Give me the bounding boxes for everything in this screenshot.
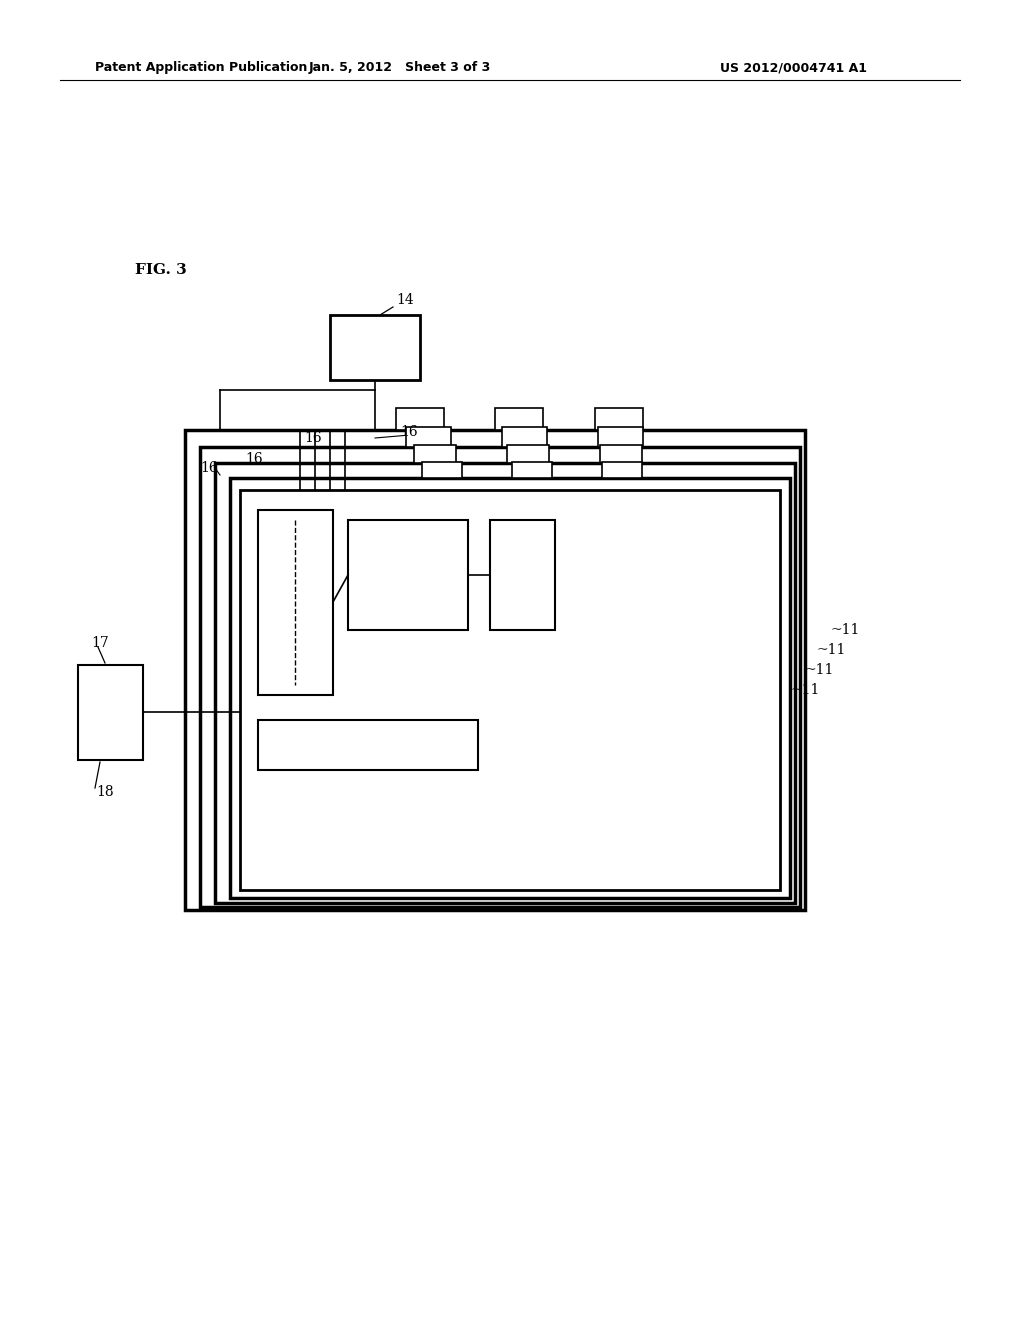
Text: ~11: ~11 xyxy=(817,643,847,657)
Bar xyxy=(185,430,805,909)
Bar xyxy=(422,462,462,478)
Bar xyxy=(507,445,549,463)
Bar xyxy=(512,462,552,478)
Text: 17: 17 xyxy=(91,636,109,649)
Bar xyxy=(215,463,795,903)
Text: 112: 112 xyxy=(396,642,420,655)
Bar xyxy=(230,478,790,898)
Text: 16: 16 xyxy=(304,432,322,445)
Bar xyxy=(414,445,456,463)
Text: Calculating: Calculating xyxy=(372,561,444,573)
Bar xyxy=(396,408,444,430)
Text: 16: 16 xyxy=(400,425,418,440)
Text: ~11: ~11 xyxy=(791,682,820,697)
Bar xyxy=(78,665,143,760)
Text: US 2012/0004741 A1: US 2012/0004741 A1 xyxy=(720,62,867,74)
Bar xyxy=(502,426,547,447)
Bar xyxy=(330,315,420,380)
Text: 16: 16 xyxy=(245,451,262,466)
Bar xyxy=(595,408,643,430)
Bar xyxy=(598,426,643,447)
Text: Jan. 5, 2012   Sheet 3 of 3: Jan. 5, 2012 Sheet 3 of 3 xyxy=(309,62,492,74)
Text: 16: 16 xyxy=(200,461,218,475)
Text: 18: 18 xyxy=(96,785,114,799)
Bar xyxy=(258,719,478,770)
Text: Portion: Portion xyxy=(385,581,431,594)
Text: ~114: ~114 xyxy=(268,780,302,792)
Bar xyxy=(258,510,333,696)
Text: ~11: ~11 xyxy=(804,663,834,677)
Bar xyxy=(600,445,642,463)
Text: ~114: ~114 xyxy=(341,779,375,792)
Bar xyxy=(348,520,468,630)
Bar xyxy=(495,408,543,430)
Bar xyxy=(602,462,642,478)
Bar xyxy=(240,490,780,890)
Text: 113: 113 xyxy=(283,706,307,719)
Text: ~114: ~114 xyxy=(368,779,402,792)
Text: Patent Application Publication: Patent Application Publication xyxy=(95,62,307,74)
Bar xyxy=(490,520,555,630)
Bar xyxy=(200,447,800,907)
Text: 111: 111 xyxy=(510,642,534,655)
Text: ~11: ~11 xyxy=(830,623,859,638)
Bar xyxy=(406,426,451,447)
Text: 14: 14 xyxy=(396,293,414,308)
Text: FIG. 3: FIG. 3 xyxy=(135,263,186,277)
